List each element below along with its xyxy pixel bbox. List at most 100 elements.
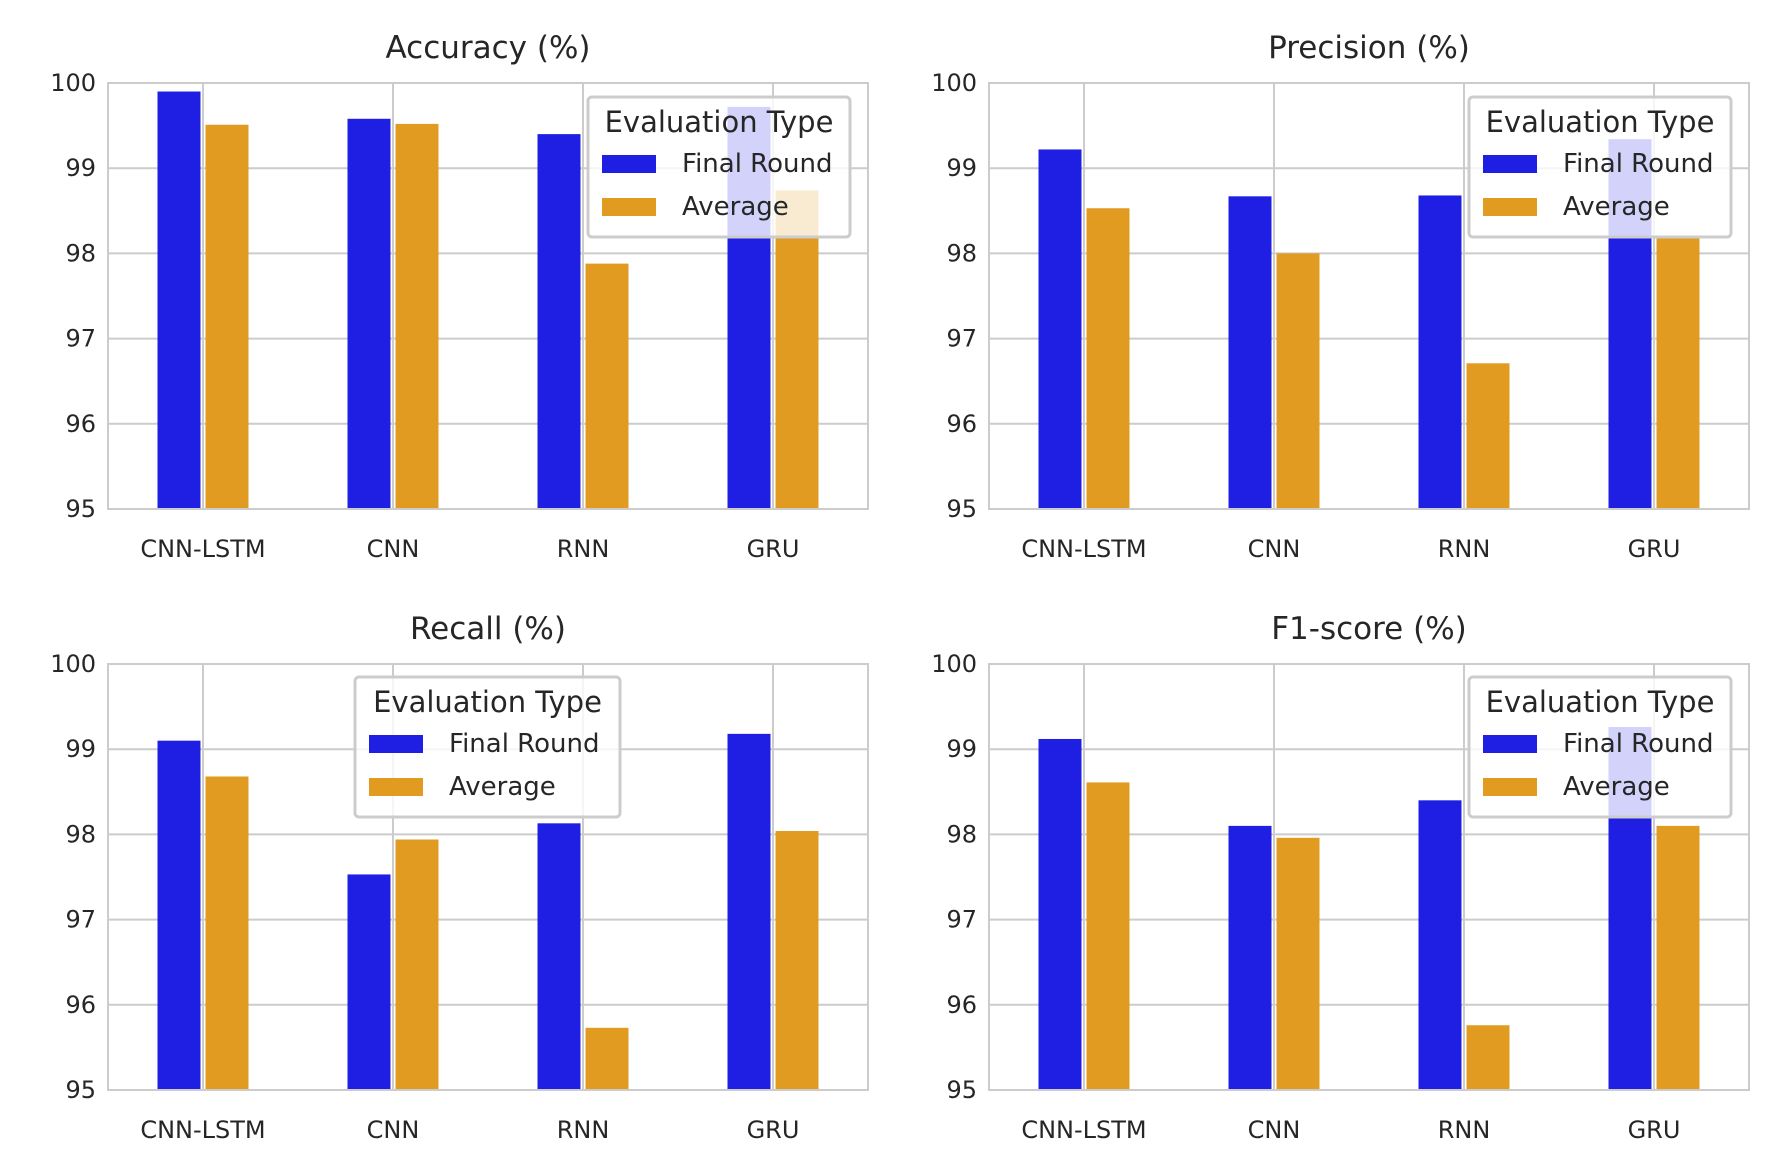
y-tick-label: 96 bbox=[65, 410, 96, 438]
bar-final-round-cnn bbox=[347, 874, 391, 1090]
legend: Evaluation Type Final Round Average bbox=[586, 95, 852, 239]
axes-frame bbox=[107, 82, 869, 510]
legend-title: Evaluation Type bbox=[373, 685, 602, 719]
bar-average-gru bbox=[1656, 236, 1700, 510]
y-tick-label: 99 bbox=[946, 154, 977, 182]
bar-final-round-cnn-lstm bbox=[1038, 149, 1082, 509]
x-tick-label: CNN-LSTM bbox=[1021, 1116, 1146, 1144]
y-tick-label: 100 bbox=[50, 650, 96, 678]
legend-swatch-average bbox=[1483, 778, 1537, 796]
legend: Evaluation Type Final Round Average bbox=[353, 675, 622, 819]
legend-swatch-final-round bbox=[602, 155, 656, 173]
y-tick-label: 99 bbox=[65, 154, 96, 182]
y-tick-label: 95 bbox=[65, 495, 96, 523]
bar-average-cnn-lstm bbox=[205, 776, 249, 1090]
y-tick-label: 96 bbox=[946, 410, 977, 438]
x-tick-label: CNN-LSTM bbox=[140, 1116, 265, 1144]
bar-average-gru bbox=[775, 830, 819, 1090]
x-tick-label: RNN bbox=[557, 1116, 610, 1144]
x-tick-label: CNN-LSTM bbox=[140, 535, 265, 563]
chart-title: Accuracy (%) bbox=[385, 30, 590, 66]
x-tick-label: GRU bbox=[747, 535, 800, 563]
chart-panel-3: 95 96 97 98 99 100 CNN-LSTM CNN RNN GRU Recall (%)… bbox=[50, 611, 869, 1144]
x-tick-label: GRU bbox=[1628, 1116, 1681, 1144]
bar-average-cnn-lstm bbox=[1086, 208, 1130, 509]
bar-final-round-cnn bbox=[347, 118, 391, 509]
legend: Evaluation Type Final Round Average bbox=[1467, 675, 1733, 819]
bar-final-round-rnn bbox=[1418, 800, 1462, 1090]
y-tick-label: 95 bbox=[946, 1076, 977, 1104]
y-tick-label: 95 bbox=[946, 495, 977, 523]
y-tick-label: 98 bbox=[946, 239, 977, 267]
axes-frame bbox=[988, 82, 1750, 510]
bar-final-round-cnn bbox=[1228, 196, 1272, 510]
chart-panel-1: 95 96 97 98 99 100 CNN-LSTM CNN RNN GRU Accuracy (… bbox=[50, 30, 869, 563]
bar-average-cnn-lstm bbox=[205, 124, 249, 510]
bar-average-gru bbox=[775, 190, 819, 510]
chart-title: Recall (%) bbox=[410, 611, 566, 647]
legend-label: Average bbox=[449, 772, 556, 802]
y-tick-label: 100 bbox=[50, 69, 96, 97]
bar-final-round-cnn-lstm bbox=[157, 91, 201, 510]
y-tick-label: 98 bbox=[65, 820, 96, 848]
y-tick-label: 99 bbox=[65, 735, 96, 763]
legend-label: Average bbox=[1563, 772, 1670, 802]
legend-label: Final Round bbox=[449, 729, 599, 759]
y-tick-label: 96 bbox=[946, 991, 977, 1019]
bar-average-rnn bbox=[1466, 1025, 1510, 1090]
chart-title: F1-score (%) bbox=[1271, 611, 1467, 647]
bar-average-cnn bbox=[1276, 253, 1320, 509]
x-tick-label: GRU bbox=[747, 1116, 800, 1144]
y-tick-label: 98 bbox=[946, 820, 977, 848]
bar-average-cnn-lstm bbox=[1086, 782, 1130, 1090]
legend-label: Average bbox=[1563, 192, 1670, 222]
bar-final-round-gru bbox=[727, 733, 771, 1090]
x-tick-label: GRU bbox=[1628, 535, 1681, 563]
legend-swatch-average bbox=[602, 198, 656, 216]
axes-frame bbox=[107, 663, 869, 1091]
legend-swatch-average bbox=[1483, 198, 1537, 216]
y-tick-label: 97 bbox=[65, 906, 96, 934]
bar-final-round-cnn-lstm bbox=[1038, 738, 1082, 1090]
x-tick-label: CNN bbox=[1248, 1116, 1301, 1144]
bar-average-rnn bbox=[1466, 363, 1510, 509]
legend-swatch-average bbox=[369, 778, 423, 796]
y-tick-label: 99 bbox=[946, 735, 977, 763]
y-tick-label: 97 bbox=[946, 906, 977, 934]
chart-panel-2: 95 96 97 98 99 100 CNN-LSTM CNN RNN GRU Precision … bbox=[931, 30, 1750, 563]
x-tick-label: CNN-LSTM bbox=[1021, 535, 1146, 563]
x-tick-label: RNN bbox=[557, 535, 610, 563]
chart-title: Precision (%) bbox=[1268, 30, 1470, 66]
legend-title: Evaluation Type bbox=[1486, 685, 1715, 719]
legend: Evaluation Type Final Round Average bbox=[1467, 95, 1733, 239]
y-tick-label: 98 bbox=[65, 239, 96, 267]
legend-swatch-final-round bbox=[1483, 155, 1537, 173]
bar-average-cnn bbox=[1276, 837, 1320, 1090]
y-tick-label: 95 bbox=[65, 1076, 96, 1104]
legend-swatch-final-round bbox=[1483, 735, 1537, 753]
axes-frame bbox=[988, 663, 1750, 1091]
legend-title: Evaluation Type bbox=[605, 105, 834, 139]
legend-title: Evaluation Type bbox=[1486, 105, 1715, 139]
bar-average-gru bbox=[1656, 825, 1700, 1090]
bar-final-round-rnn bbox=[537, 134, 581, 509]
bar-average-cnn bbox=[395, 123, 439, 510]
x-tick-label: CNN bbox=[367, 1116, 420, 1144]
x-tick-label: RNN bbox=[1438, 535, 1491, 563]
bar-average-rnn bbox=[585, 1027, 629, 1090]
y-tick-label: 97 bbox=[946, 325, 977, 353]
bar-average-rnn bbox=[585, 263, 629, 509]
x-tick-label: RNN bbox=[1438, 1116, 1491, 1144]
legend-label: Final Round bbox=[682, 149, 832, 179]
bar-final-round-cnn bbox=[1228, 825, 1272, 1090]
bar-average-cnn bbox=[395, 839, 439, 1090]
bar-final-round-rnn bbox=[1418, 195, 1462, 510]
legend-label: Final Round bbox=[1563, 729, 1713, 759]
bar-final-round-rnn bbox=[537, 823, 581, 1090]
y-tick-label: 96 bbox=[65, 991, 96, 1019]
x-tick-label: CNN bbox=[367, 535, 420, 563]
legend-label: Average bbox=[682, 192, 789, 222]
bar-final-round-cnn-lstm bbox=[157, 740, 201, 1090]
y-tick-label: 97 bbox=[65, 325, 96, 353]
